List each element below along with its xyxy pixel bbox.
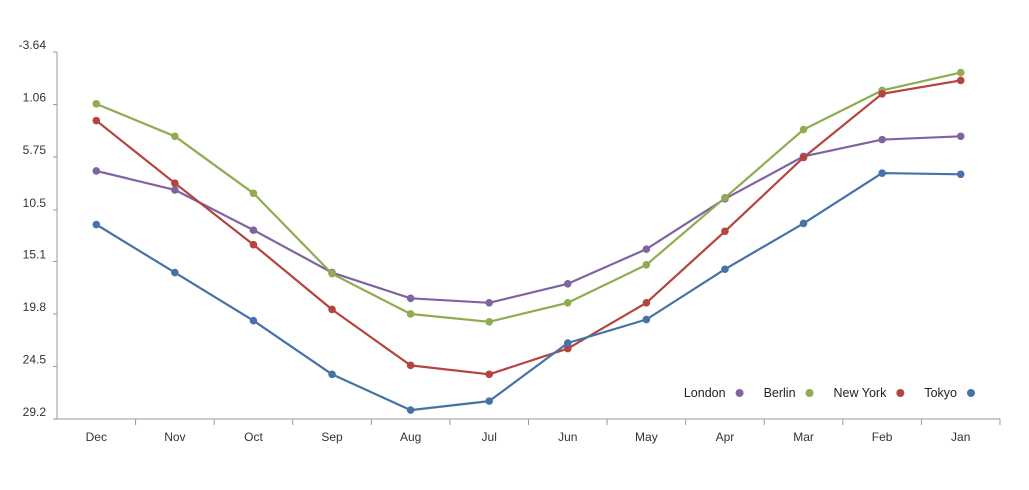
data-point[interactable] <box>406 294 415 303</box>
legend-item[interactable]: Tokyo <box>924 386 975 400</box>
data-point[interactable] <box>878 169 886 177</box>
data-point[interactable] <box>563 344 572 353</box>
data-point[interactable] <box>406 406 415 414</box>
legend-item[interactable]: Berlin <box>764 386 814 400</box>
series-line <box>96 135 961 304</box>
data-point[interactable] <box>485 317 494 326</box>
data-point[interactable] <box>171 268 179 277</box>
data-point[interactable] <box>328 370 336 379</box>
x-tick-label: Apr <box>716 430 735 444</box>
data-point[interactable] <box>956 170 965 179</box>
data-point[interactable] <box>406 361 415 370</box>
series-layer <box>92 68 965 414</box>
series-london <box>92 132 965 307</box>
data-point[interactable] <box>956 68 965 77</box>
data-point[interactable] <box>799 125 808 134</box>
legend-label: Tokyo <box>924 386 957 400</box>
series-tokyo <box>92 169 965 414</box>
data-point[interactable] <box>878 89 886 98</box>
legend-label: Berlin <box>764 386 796 400</box>
y-tick-label: 19.8 <box>23 300 47 314</box>
data-point[interactable] <box>92 167 101 175</box>
data-point[interactable] <box>171 179 179 187</box>
data-point[interactable] <box>249 240 258 249</box>
data-point[interactable] <box>956 132 965 141</box>
x-tick-label: Sep <box>321 430 343 444</box>
data-point[interactable] <box>563 339 572 347</box>
x-tick-label: Mar <box>793 430 814 444</box>
y-tick-label: 5.75 <box>23 143 47 157</box>
legend: London Berlin New York Tokyo <box>684 386 975 400</box>
x-tick-label: Oct <box>244 430 263 444</box>
data-point[interactable] <box>249 189 258 198</box>
legend-label: London <box>684 386 726 400</box>
data-point[interactable] <box>799 153 808 162</box>
series-berlin <box>92 68 965 326</box>
data-point[interactable] <box>721 227 729 236</box>
x-tick-label: Nov <box>164 430 185 444</box>
data-point[interactable] <box>642 245 651 253</box>
data-point[interactable] <box>328 269 336 278</box>
data-point[interactable] <box>328 305 336 314</box>
x-tick-label: Dec <box>86 430 107 444</box>
x-tick-label: May <box>635 430 658 444</box>
data-point[interactable] <box>721 265 729 274</box>
legend-marker <box>735 389 744 397</box>
data-point[interactable] <box>406 310 415 318</box>
legend-marker <box>896 389 905 397</box>
legend-item[interactable]: New York <box>834 386 905 400</box>
data-point[interactable] <box>563 298 572 307</box>
series-new-york <box>92 76 965 379</box>
series-line <box>95 71 961 323</box>
data-point[interactable] <box>642 315 651 324</box>
data-point[interactable] <box>721 193 729 202</box>
y-axis: -3.64 1.06 5.75 10.5 15.1 19.8 24.5 29.2 <box>19 38 58 420</box>
x-tick-label: Jan <box>951 430 970 444</box>
x-tick-label: Jun <box>558 430 577 444</box>
legend-label: New York <box>834 386 888 400</box>
data-point[interactable] <box>956 76 965 85</box>
data-point[interactable] <box>92 220 101 229</box>
data-point[interactable] <box>642 260 651 269</box>
y-tick-label: 1.06 <box>23 91 47 105</box>
series-line <box>95 79 961 376</box>
legend-marker <box>805 389 814 397</box>
data-point[interactable] <box>799 219 808 228</box>
legend-item[interactable]: London <box>684 386 744 400</box>
series-line <box>95 172 961 412</box>
x-tick-label: Jul <box>482 430 497 444</box>
data-point[interactable] <box>249 316 258 325</box>
y-tick-label: 24.5 <box>23 352 47 366</box>
y-tick-label: 15.1 <box>23 247 47 261</box>
data-point[interactable] <box>563 279 572 288</box>
data-point[interactable] <box>485 370 494 379</box>
y-tick-label: 10.5 <box>23 196 47 210</box>
x-axis: Dec Nov Oct Sep Aug Jul Jun May Apr Mar Feb Jan <box>57 418 1001 444</box>
legend-marker <box>967 389 975 397</box>
data-point[interactable] <box>642 298 651 307</box>
y-tick-label: 29.2 <box>23 405 47 419</box>
data-point[interactable] <box>485 298 494 307</box>
x-tick-label: Feb <box>872 430 893 444</box>
y-tick-label: -3.64 <box>19 38 47 52</box>
data-point[interactable] <box>171 186 179 194</box>
data-point[interactable] <box>485 397 494 405</box>
data-point[interactable] <box>878 135 886 144</box>
data-point[interactable] <box>171 132 179 141</box>
x-tick-label: Aug <box>400 430 421 444</box>
data-point[interactable] <box>92 116 101 125</box>
data-point[interactable] <box>249 226 258 234</box>
data-point[interactable] <box>92 100 101 108</box>
